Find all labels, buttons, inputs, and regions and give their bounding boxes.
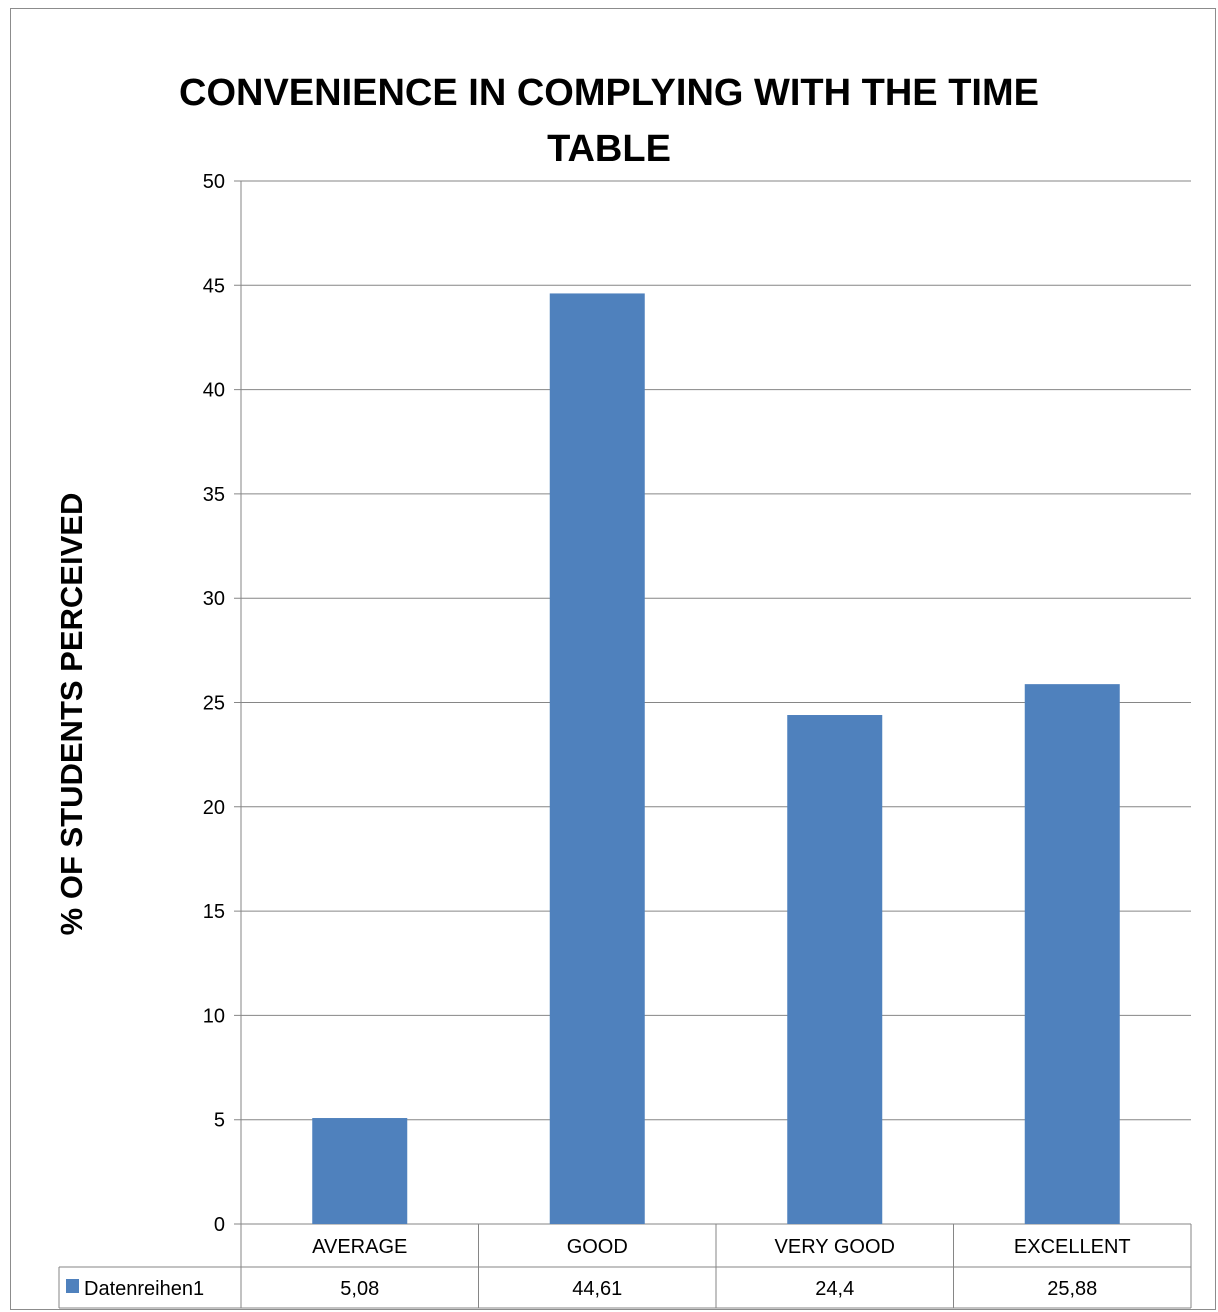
x-category-label: EXCELLENT xyxy=(1014,1236,1131,1258)
y-tick-label: 0 xyxy=(214,1214,225,1236)
y-tick-label: 35 xyxy=(203,484,225,506)
y-tick-label: 45 xyxy=(203,275,225,297)
y-tick-label: 40 xyxy=(203,380,225,402)
bar-average xyxy=(312,1118,408,1224)
y-tick-label: 5 xyxy=(214,1110,225,1132)
y-tick-label: 15 xyxy=(203,901,225,923)
data-table-value: 25,88 xyxy=(1047,1278,1097,1300)
y-tick-label: 30 xyxy=(203,588,225,610)
data-table-value: 44,61 xyxy=(572,1278,622,1300)
x-category-label: AVERAGE xyxy=(312,1236,407,1258)
x-category-label: GOOD xyxy=(567,1236,628,1258)
chart-title-line-2: TABLE xyxy=(547,128,671,170)
y-tick-label: 50 xyxy=(203,171,225,193)
data-table-value: 5,08 xyxy=(340,1278,379,1300)
bar-very-good xyxy=(787,715,883,1224)
y-axis-label: % OF STUDENTS PERCEIVED xyxy=(54,493,89,936)
legend-swatch xyxy=(66,1279,79,1293)
chart-title: CONVENIENCE IN COMPLYING WITH THE TIME T… xyxy=(179,72,1039,170)
chart-title-line-1: CONVENIENCE IN COMPLYING WITH THE TIME xyxy=(179,72,1039,114)
bars xyxy=(312,293,1120,1224)
y-tick-label: 25 xyxy=(203,693,225,715)
x-category-label: VERY GOOD xyxy=(775,1236,895,1258)
legend-series-name: Datenreihen1 xyxy=(84,1278,204,1300)
bar-excellent xyxy=(1024,684,1120,1224)
bar-chart: CONVENIENCE IN COMPLYING WITH THE TIME T… xyxy=(54,72,1192,1309)
chart-frame: CONVENIENCE IN COMPLYING WITH THE TIME T… xyxy=(10,8,1216,1310)
data-table-value: 24,4 xyxy=(815,1278,854,1300)
bar-good xyxy=(549,293,645,1224)
y-tick-label: 20 xyxy=(203,797,225,819)
data-table: AVERAGE 5,08 GOOD 44,61 VERY GOOD 24,4 EXCELLE… xyxy=(58,1224,1192,1309)
y-axis-ticks: 0 5 10 15 20 25 30 35 40 45 50 xyxy=(203,171,225,1236)
y-tick-label: 10 xyxy=(203,1005,225,1027)
